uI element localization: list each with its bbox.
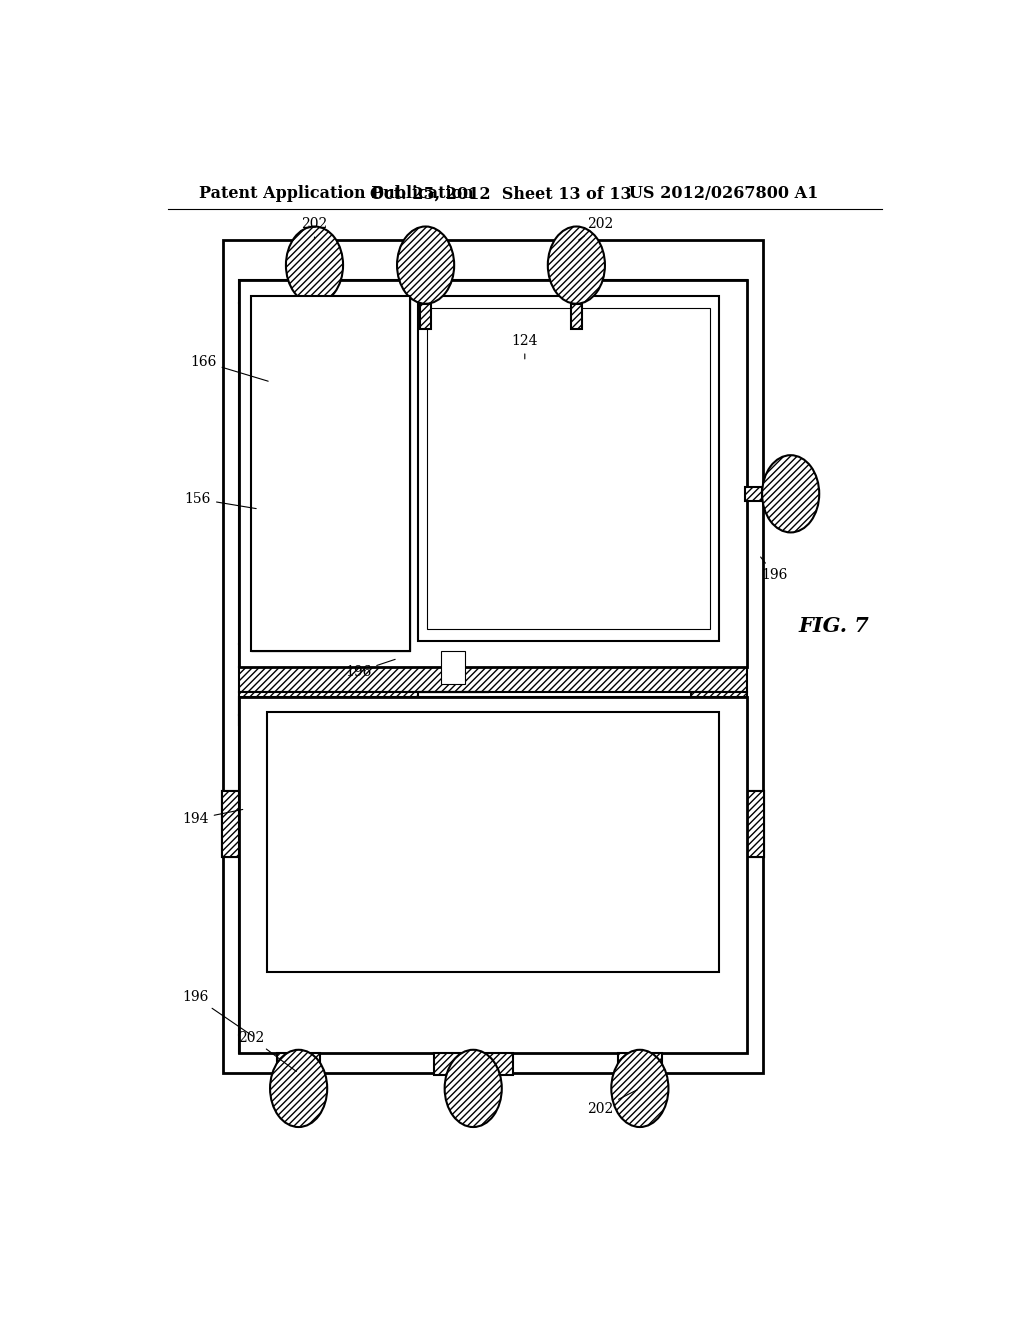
Bar xyxy=(300,359,360,589)
Bar xyxy=(223,240,763,1073)
Text: 202: 202 xyxy=(579,218,613,240)
Bar xyxy=(221,791,240,857)
Text: 202: 202 xyxy=(301,218,328,239)
Bar xyxy=(317,417,343,540)
Bar xyxy=(240,697,748,715)
Ellipse shape xyxy=(444,1049,502,1127)
Bar xyxy=(251,296,410,651)
Text: FIG. 7: FIG. 7 xyxy=(799,616,869,636)
Bar xyxy=(420,304,431,329)
Bar xyxy=(240,302,257,644)
Bar xyxy=(240,692,418,725)
Bar xyxy=(618,1053,662,1076)
Bar xyxy=(286,341,375,607)
Text: US 2012/0267800 A1: US 2012/0267800 A1 xyxy=(629,186,818,202)
Bar xyxy=(240,280,748,302)
Text: Oct. 25, 2012  Sheet 13 of 13: Oct. 25, 2012 Sheet 13 of 13 xyxy=(371,186,632,202)
Bar xyxy=(268,318,392,630)
Bar xyxy=(251,296,410,651)
Bar xyxy=(240,692,418,725)
Bar xyxy=(303,363,357,585)
Bar xyxy=(303,363,357,585)
Text: 202: 202 xyxy=(238,1031,296,1072)
Bar xyxy=(276,1053,321,1076)
Bar xyxy=(691,692,748,733)
Text: Patent Application Publication: Patent Application Publication xyxy=(200,186,474,202)
Text: 194: 194 xyxy=(182,809,243,826)
Bar xyxy=(618,1053,662,1076)
Bar xyxy=(240,280,748,302)
Bar xyxy=(748,791,765,857)
Bar xyxy=(240,302,257,644)
Bar xyxy=(441,651,465,684)
Bar xyxy=(286,341,375,607)
Bar xyxy=(317,381,343,566)
Bar xyxy=(240,697,748,1053)
Bar xyxy=(221,791,240,857)
Bar xyxy=(240,644,748,667)
Ellipse shape xyxy=(762,455,819,532)
Bar xyxy=(745,487,762,500)
Bar xyxy=(733,715,748,1035)
Text: 196: 196 xyxy=(182,990,253,1036)
Bar xyxy=(433,1053,513,1076)
Bar xyxy=(303,363,357,585)
Ellipse shape xyxy=(611,1049,669,1127)
Bar xyxy=(240,1035,748,1053)
Bar xyxy=(286,341,375,607)
Bar xyxy=(240,667,748,692)
Bar xyxy=(240,715,253,1035)
Bar xyxy=(321,385,340,562)
Bar xyxy=(240,1035,748,1053)
Ellipse shape xyxy=(548,227,605,304)
Bar xyxy=(729,302,748,644)
Bar xyxy=(240,667,748,692)
Bar xyxy=(733,715,748,1035)
Bar xyxy=(748,791,765,857)
Bar xyxy=(433,1053,513,1076)
Text: 124: 124 xyxy=(512,334,538,359)
Bar xyxy=(427,308,710,630)
Bar xyxy=(251,296,410,651)
Bar xyxy=(570,304,582,329)
Bar xyxy=(268,318,392,630)
Bar xyxy=(309,304,321,329)
Text: 156: 156 xyxy=(184,492,256,508)
Bar xyxy=(240,644,748,667)
Bar xyxy=(251,296,410,651)
Bar xyxy=(283,337,378,611)
Bar xyxy=(240,697,748,715)
Bar xyxy=(221,791,240,857)
Text: 202: 202 xyxy=(587,1090,637,1115)
Text: 196: 196 xyxy=(345,660,395,678)
Bar xyxy=(745,487,762,500)
Bar xyxy=(420,304,431,329)
Bar xyxy=(748,791,765,857)
Ellipse shape xyxy=(397,227,455,304)
Bar xyxy=(268,318,392,630)
Bar xyxy=(309,304,321,329)
Bar xyxy=(276,1053,321,1076)
Bar xyxy=(240,715,253,1035)
Bar xyxy=(265,314,395,634)
Ellipse shape xyxy=(286,227,343,304)
Bar xyxy=(691,692,748,733)
Bar xyxy=(570,304,582,329)
Text: 196: 196 xyxy=(761,557,788,582)
Text: 166: 166 xyxy=(190,355,268,381)
Bar xyxy=(729,302,748,644)
Ellipse shape xyxy=(270,1049,328,1127)
Bar xyxy=(418,296,719,642)
Bar xyxy=(240,280,748,667)
Bar xyxy=(267,713,719,972)
